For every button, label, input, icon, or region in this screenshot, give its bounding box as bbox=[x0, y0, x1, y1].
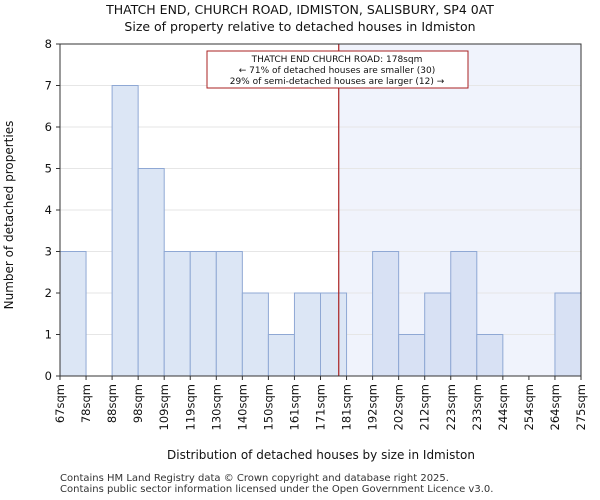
x-tick-label: 150sqm bbox=[261, 384, 275, 430]
bar-119sqm bbox=[189, 251, 217, 377]
bar-130sqm bbox=[215, 251, 243, 377]
x-tick-label: 67sqm bbox=[53, 384, 67, 423]
annotation-line-3: 29% of semi-detached houses are larger (… bbox=[230, 77, 445, 87]
x-tick-label: 109sqm bbox=[157, 384, 171, 430]
y-tick-label: 0 bbox=[45, 369, 52, 383]
x-tick-label: 202sqm bbox=[392, 384, 406, 430]
x-tick-label: 244sqm bbox=[496, 384, 510, 430]
y-tick-label: 1 bbox=[45, 328, 52, 342]
y-tick-label: 4 bbox=[45, 203, 52, 217]
chart-subtitle: Size of property relative to detached ho… bbox=[124, 19, 475, 34]
bar-171sqm bbox=[320, 292, 348, 377]
x-tick-label: 161sqm bbox=[287, 384, 301, 430]
x-tick-label: 78sqm bbox=[79, 384, 93, 423]
bar-264sqm bbox=[554, 292, 582, 377]
bar-150sqm bbox=[267, 334, 295, 377]
x-tick-label: 212sqm bbox=[418, 384, 432, 430]
x-tick-label: 192sqm bbox=[366, 384, 380, 430]
y-tick-label: 8 bbox=[45, 37, 52, 51]
bar-109sqm bbox=[163, 251, 191, 377]
footer-licence: Contains public sector information licen… bbox=[60, 484, 494, 495]
bars bbox=[59, 85, 582, 377]
x-tick-label: 233sqm bbox=[470, 384, 484, 430]
y-tick-label: 6 bbox=[45, 120, 52, 134]
x-tick-label: 264sqm bbox=[548, 384, 562, 430]
chart-title: THATCH END, CHURCH ROAD, IDMISTON, SALIS… bbox=[105, 2, 494, 17]
y-axis-label: Number of detached properties bbox=[2, 121, 16, 310]
annotation-line-1: THATCH END CHURCH ROAD: 178sqm bbox=[251, 55, 423, 65]
x-tick-label: 98sqm bbox=[131, 384, 145, 423]
x-tick-label: 88sqm bbox=[105, 384, 119, 423]
y-tick-label: 2 bbox=[45, 286, 52, 300]
x-tick-label: 181sqm bbox=[340, 384, 354, 430]
y-tick-label: 3 bbox=[45, 245, 52, 259]
bar-223sqm bbox=[450, 251, 478, 377]
x-tick-label: 140sqm bbox=[235, 384, 249, 430]
annotation-box: THATCH END CHURCH ROAD: 178sqm ← 71% of … bbox=[206, 50, 469, 89]
bar-212sqm bbox=[424, 292, 452, 377]
y-tick-label: 5 bbox=[45, 162, 52, 176]
bar-233sqm bbox=[476, 334, 504, 377]
y-tick-label: 7 bbox=[45, 79, 52, 93]
x-tick-label: 171sqm bbox=[314, 384, 328, 430]
x-tick-label: 223sqm bbox=[444, 384, 458, 430]
x-tick-label: 119sqm bbox=[183, 384, 197, 430]
footer-copyright: Contains HM Land Registry data © Crown c… bbox=[60, 473, 449, 484]
x-tick-label: 254sqm bbox=[522, 384, 536, 430]
x-axis-label: Distribution of detached houses by size … bbox=[167, 448, 475, 462]
bar-192sqm bbox=[372, 251, 400, 377]
bar-202sqm bbox=[398, 334, 426, 377]
bar-98sqm bbox=[137, 168, 165, 377]
bar-67sqm bbox=[59, 251, 87, 377]
annotation-line-2: ← 71% of detached houses are smaller (30… bbox=[239, 66, 436, 76]
bar-161sqm bbox=[293, 292, 322, 377]
bar-140sqm bbox=[241, 292, 269, 377]
y-axis: 0 1 2 3 4 5 6 7 8 bbox=[45, 37, 60, 383]
x-tick-label: 275sqm bbox=[574, 384, 588, 430]
bar-88sqm bbox=[111, 85, 139, 377]
x-tick-label: 130sqm bbox=[209, 384, 223, 430]
annotation-frame bbox=[206, 50, 469, 89]
x-axis: 67sqm 78sqm 88sqm 98sqm 109sqm 119sqm 130sqm 14… bbox=[53, 376, 588, 430]
